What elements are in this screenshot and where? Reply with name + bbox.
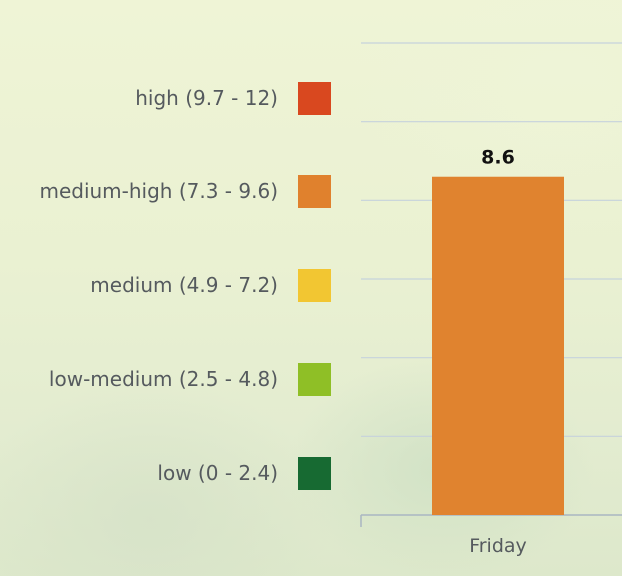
x-tick-label: Friday bbox=[469, 535, 527, 557]
data-label: 8.6 bbox=[481, 147, 515, 169]
legend-swatch bbox=[298, 362, 331, 396]
legend-swatch bbox=[298, 81, 331, 115]
legend-swatch bbox=[298, 268, 331, 302]
legend-label: medium-high (7.3 - 9.6) bbox=[39, 179, 278, 203]
legend-item-low-medium: low-medium (2.5 - 4.8) bbox=[49, 362, 331, 396]
legend: high (9.7 - 12) medium-high (7.3 - 9.6) … bbox=[39, 81, 331, 490]
legend-item-medium: medium (4.9 - 7.2) bbox=[90, 268, 331, 302]
legend-label: medium (4.9 - 7.2) bbox=[90, 273, 278, 297]
legend-swatch bbox=[298, 456, 331, 490]
legend-item-high: high (9.7 - 12) bbox=[135, 81, 331, 115]
legend-item-low: low (0 - 2.4) bbox=[157, 456, 331, 490]
legend-swatch bbox=[298, 174, 331, 208]
legend-label: low (0 - 2.4) bbox=[157, 461, 278, 485]
legend-label: high (9.7 - 12) bbox=[135, 86, 278, 110]
legend-item-medium-high: medium-high (7.3 - 9.6) bbox=[39, 174, 331, 208]
legend-label: low-medium (2.5 - 4.8) bbox=[48, 367, 278, 391]
bar bbox=[432, 176, 564, 515]
